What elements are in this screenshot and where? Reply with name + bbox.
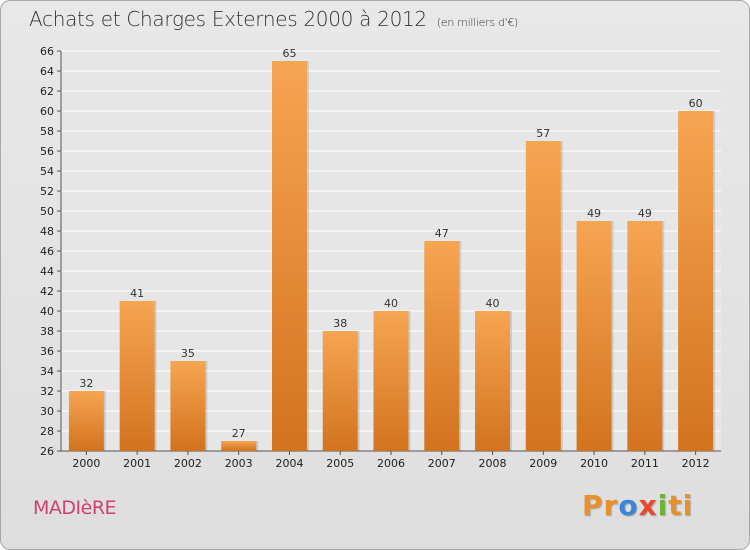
y-tick-label: 50	[40, 205, 54, 218]
bar	[627, 221, 663, 451]
proxiti-logo[interactable]: Proxiti	[582, 489, 693, 522]
chart-subtitle: (en milliers d'€)	[436, 16, 519, 29]
data-label: 65	[282, 47, 296, 60]
logo-part: Pr	[582, 489, 619, 522]
data-label: 41	[130, 287, 144, 300]
bar	[678, 111, 714, 451]
x-tick-label: 2001	[123, 457, 151, 470]
bar	[576, 221, 612, 451]
bar	[424, 241, 460, 451]
y-tick-label: 60	[40, 105, 54, 118]
y-tick-label: 42	[40, 285, 54, 298]
x-tick-label: 2009	[529, 457, 557, 470]
y-tick-label: 36	[40, 345, 54, 358]
y-tick-label: 64	[40, 65, 54, 78]
bar	[525, 141, 561, 451]
logo-part: x	[638, 489, 658, 522]
y-tick-label: 62	[40, 85, 54, 98]
bar	[322, 331, 358, 451]
y-tick-label: 30	[40, 405, 54, 418]
bar	[119, 301, 155, 451]
y-tick-label: 54	[40, 165, 54, 178]
x-tick-label: 2011	[631, 457, 659, 470]
data-label: 40	[384, 297, 398, 310]
x-tick-label: 2002	[174, 457, 202, 470]
y-tick-label: 56	[40, 145, 54, 158]
y-tick-label: 34	[40, 365, 54, 378]
data-label: 57	[536, 127, 550, 140]
data-label: 27	[232, 427, 246, 440]
x-tick-label: 2012	[682, 457, 710, 470]
data-label: 35	[181, 347, 195, 360]
logo-part: o	[618, 489, 639, 522]
x-tick-label: 2008	[479, 457, 507, 470]
logo-part: i	[657, 489, 669, 522]
x-tick-label: 2003	[225, 457, 253, 470]
y-tick-label: 28	[40, 425, 54, 438]
data-label: 40	[486, 297, 500, 310]
y-tick-label: 26	[40, 445, 54, 458]
x-tick-label: 2000	[72, 457, 100, 470]
data-label: 49	[638, 207, 652, 220]
y-tick-label: 58	[40, 125, 54, 138]
data-label: 60	[689, 97, 703, 110]
data-label: 38	[333, 317, 347, 330]
data-label: 49	[587, 207, 601, 220]
x-tick-label: 2007	[428, 457, 456, 470]
y-tick-label: 44	[40, 265, 54, 278]
y-tick-label: 52	[40, 185, 54, 198]
bar	[271, 61, 307, 451]
y-tick-label: 46	[40, 245, 54, 258]
x-tick-label: 2005	[326, 457, 354, 470]
chart-title-text: Achats et Charges Externes 2000 à 2012	[29, 7, 427, 31]
bar	[373, 311, 409, 451]
x-tick-label: 2004	[275, 457, 303, 470]
bar	[170, 361, 206, 451]
commune-name: MADIèRE	[33, 497, 117, 519]
chart-title: Achats et Charges Externes 2000 à 2012 (e…	[29, 7, 518, 31]
y-tick-label: 40	[40, 305, 54, 318]
x-tick-label: 2010	[580, 457, 608, 470]
x-tick-label: 2006	[377, 457, 405, 470]
y-tick-label: 32	[40, 385, 54, 398]
data-label: 32	[79, 377, 93, 390]
bar	[221, 441, 257, 451]
logo-part: ti	[668, 489, 694, 522]
y-tick-label: 38	[40, 325, 54, 338]
data-label: 47	[435, 227, 449, 240]
bar	[475, 311, 511, 451]
bar	[68, 391, 104, 451]
y-tick-label: 66	[40, 45, 54, 58]
y-tick-label: 48	[40, 225, 54, 238]
